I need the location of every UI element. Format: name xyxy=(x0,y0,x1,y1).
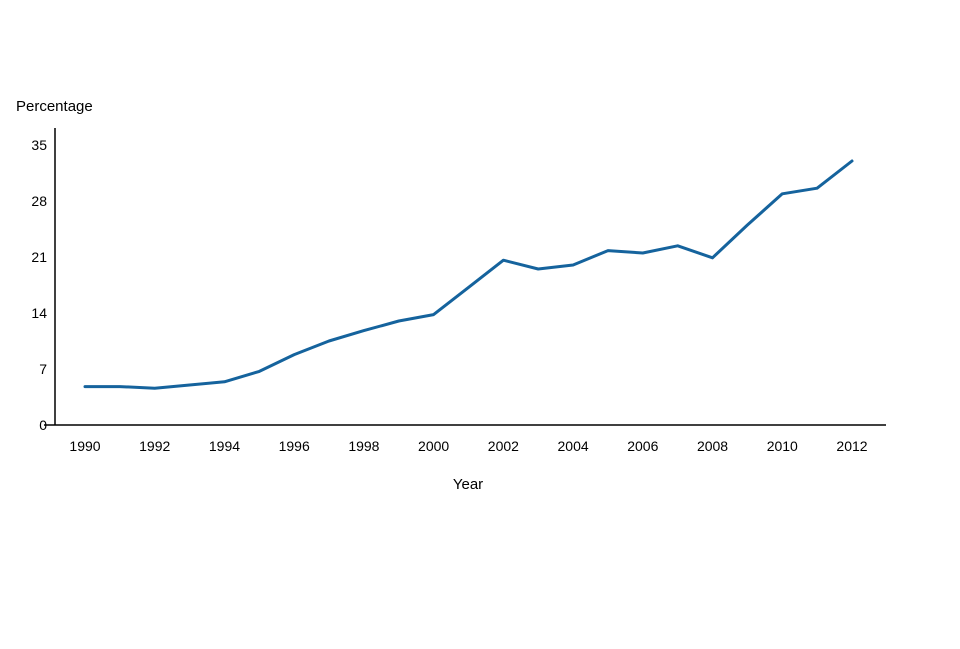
x-tick-label: 1990 xyxy=(69,438,100,454)
y-axis-title: Percentage xyxy=(16,98,93,115)
x-tick-label: 2000 xyxy=(418,438,449,454)
x-tick-label: 2008 xyxy=(697,438,728,454)
x-tick-label: 2004 xyxy=(558,438,589,454)
x-axis-title: Year xyxy=(452,476,484,493)
x-tick-label: 1998 xyxy=(348,438,379,454)
y-tick-label: 35 xyxy=(31,137,47,153)
y-tick-label: 14 xyxy=(31,305,47,321)
x-tick-label: 2012 xyxy=(836,438,867,454)
y-tick-label: 21 xyxy=(31,249,47,265)
x-tick-label: 1992 xyxy=(139,438,170,454)
y-tick-label: 7 xyxy=(39,361,47,377)
y-tick-label: 0 xyxy=(39,417,47,433)
x-tick-label: 2010 xyxy=(767,438,798,454)
data-series-line xyxy=(83,159,854,390)
x-tick-label: 2002 xyxy=(488,438,519,454)
x-tick-label: 2006 xyxy=(627,438,658,454)
x-tick-label: 1994 xyxy=(209,438,240,454)
x-tick-label: 1996 xyxy=(279,438,310,454)
y-tick-label: 28 xyxy=(31,193,47,209)
